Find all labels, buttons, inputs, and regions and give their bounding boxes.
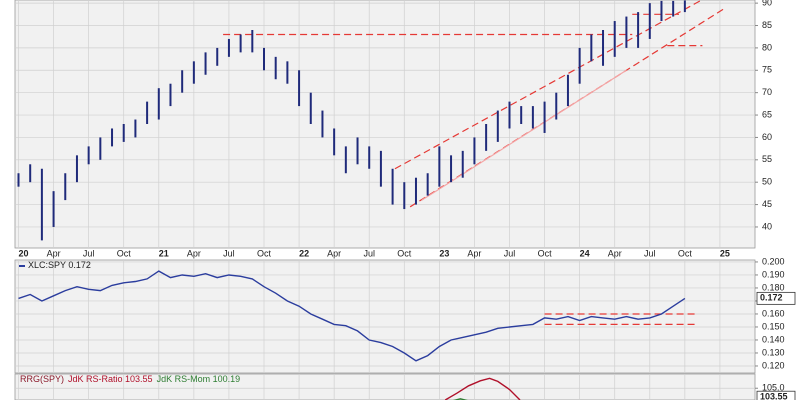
trend-line [409,7,727,208]
y-tick-label: 40 [762,221,772,231]
legend: XLC:SPY 0.172 [28,260,91,270]
legend-entry: JdK RS-Ratio 103.55 [68,374,153,384]
series-line [18,270,686,362]
x-tick-label: Oct [397,248,412,258]
last-value-box [756,291,796,305]
x-tick-label: 23 [439,248,449,258]
y-tick-label: 50 [762,177,772,187]
last-value-label: 0.172 [760,293,783,303]
panel [15,0,755,248]
x-tick-label: Apr [327,248,341,258]
y-tick-label: 60 [762,132,772,142]
x-tick-label: 25 [720,248,730,258]
x-tick-label: Jul [504,248,516,258]
y-tick-label: 0.200 [762,256,785,266]
x-tick-label: Jul [223,248,235,258]
legend-title: RRG(SPY) [20,374,64,384]
x-tick-label: Oct [538,248,553,258]
y-tick-label: 65 [762,109,772,119]
series-line [453,398,468,400]
x-tick-label: Jul [644,248,656,258]
x-tick-label: Jul [83,248,95,258]
x-tick-label: Apr [467,248,481,258]
trend-line [394,0,703,170]
panel [15,260,755,373]
y-tick-label: 0.180 [762,282,785,292]
last-value-box [756,390,796,400]
series-line [444,377,521,400]
y-tick-label: 0.190 [762,269,785,279]
y-tick-label: 45 [762,199,772,209]
x-tick-label: 22 [299,248,309,258]
panel-background [14,259,756,374]
y-tick-label: 0.160 [762,308,785,318]
x-tick-label: Apr [608,248,622,258]
y-tick-label: 75 [762,65,772,75]
y-tick-label: 85 [762,20,772,30]
y-tick-label: 0.150 [762,321,785,331]
panel-background [14,373,756,400]
x-tick-label: Oct [117,248,132,258]
x-tick-label: 24 [580,248,590,258]
panel-background [14,0,756,249]
legend: RRG(SPY) JdK RS-Ratio 103.55 JdK RS-Mom 10… [20,374,240,384]
legend-entry: XLC:SPY 0.172 [28,260,91,270]
y-tick-label: 105.0 [762,383,785,393]
panel [15,374,755,400]
legend-entry: JdK RS-Mom 100.19 [157,374,241,384]
y-tick-label: 80 [762,42,772,52]
y-tick-label: 0.140 [762,334,785,344]
y-tick-label: 90 [762,0,772,8]
y-tick-label: 0.120 [762,360,785,370]
y-tick-label: 55 [762,154,772,164]
x-tick-label: Oct [257,248,272,258]
x-tick-label: 20 [19,248,29,258]
x-tick-label: Apr [187,248,201,258]
y-tick-label: 0.130 [762,347,785,357]
y-tick-label: 70 [762,87,772,97]
trend-line [421,69,627,201]
last-value-label: 103.55 [760,392,788,400]
x-tick-label: 21 [159,248,169,258]
x-tick-label: Apr [47,248,61,258]
x-tick-label: Jul [363,248,375,258]
x-tick-label: Oct [678,248,693,258]
